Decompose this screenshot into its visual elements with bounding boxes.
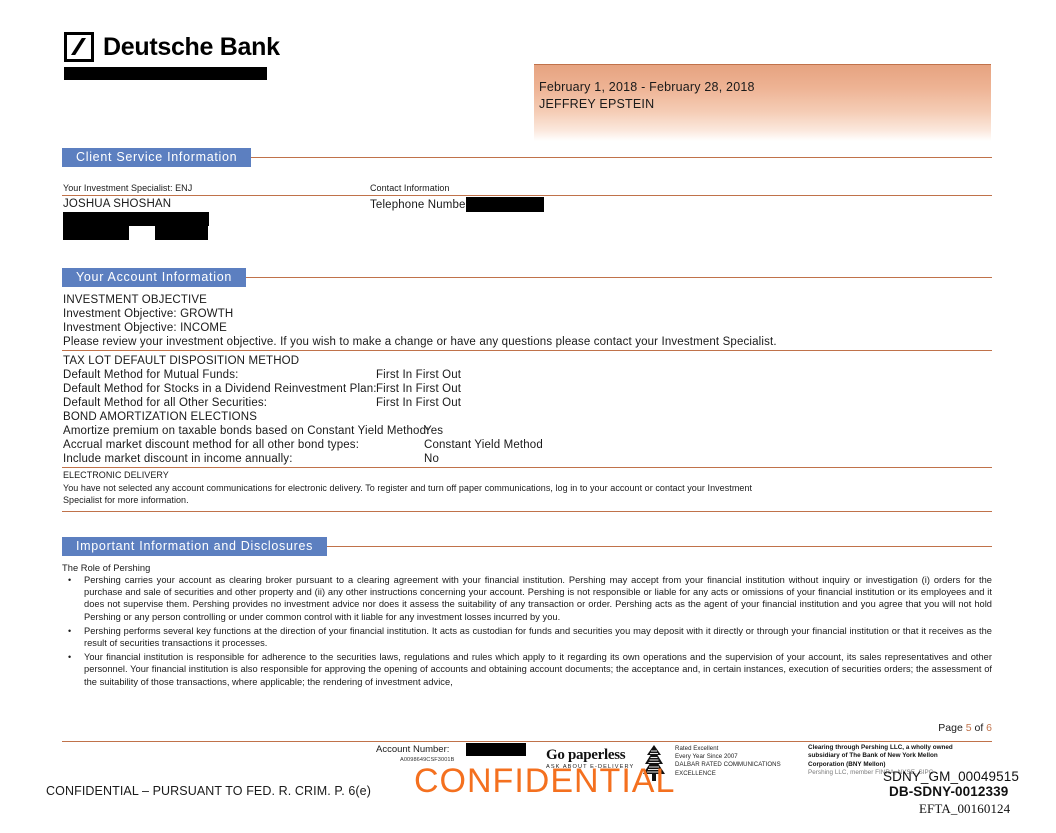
tax-lot-row-label: Default Method for Stocks in a Dividend …: [63, 383, 377, 395]
investment-objective-growth: Investment Objective: GROWTH: [63, 308, 234, 320]
pine-tree-icon: [643, 745, 665, 781]
page-number: Page 5 of 6: [938, 722, 992, 734]
page-prefix: Page: [938, 722, 966, 734]
investment-objective-income: Investment Objective: INCOME: [63, 322, 227, 334]
dalbar-line: Rated Excellent: [675, 745, 719, 752]
list-item-text: Your financial institution is responsibl…: [84, 652, 992, 687]
telephone-number-label: Telephone Number:: [370, 199, 473, 211]
disclosures-lead: The Role of Pershing: [62, 563, 151, 573]
redaction-bar-specialist-address-1: [63, 212, 209, 226]
redaction-bar-telephone: [466, 197, 544, 212]
bates-number-sdny-gm: SDNY_GM_00049515: [883, 769, 1019, 784]
deutsche-bank-slash-icon: [64, 32, 94, 62]
client-name: JEFFREY EPSTEIN: [539, 97, 655, 111]
clearing-disclosure: Clearing through Pershing LLC, a wholly …: [808, 744, 953, 778]
bates-number-efta: EFTA_00160124: [919, 801, 1011, 816]
section-rule: [251, 157, 992, 158]
footer-divider: [62, 741, 992, 742]
divider-contact: [369, 195, 992, 196]
tax-lot-row-label: Default Method for all Other Securities:: [63, 397, 268, 409]
bond-row-value: Yes: [424, 425, 444, 437]
list-item-text: Pershing carries your account as clearin…: [84, 575, 992, 622]
section-title-disclosures: Important Information and Disclosures: [62, 537, 328, 556]
divider-bond: [62, 467, 992, 468]
redaction-bar-specialist-address-2: [63, 226, 129, 240]
bond-row-label: Accrual market discount method for all o…: [63, 439, 360, 451]
disclosures-bullet-list: • Pershing carries your account as clear…: [62, 574, 992, 690]
dalbar-rating: Rated Excellent Every Year Since 2007 DALB…: [675, 745, 781, 778]
divider-electronic-delivery: [62, 511, 992, 512]
bullet-icon: •: [68, 625, 72, 636]
list-item: • Pershing performs several key function…: [62, 625, 992, 649]
go-paperless-title: Go paperless: [546, 747, 626, 763]
section-client-service-information: Client Service Information: [62, 148, 992, 167]
section-rule: [327, 546, 992, 547]
section-title-client-service: Client Service Information: [62, 148, 252, 167]
bond-row-label: Amortize premium on taxable bonds based …: [63, 425, 430, 437]
investment-objective-heading: INVESTMENT OBJECTIVE: [63, 294, 208, 306]
tax-lot-heading: TAX LOT DEFAULT DISPOSITION METHOD: [63, 355, 300, 367]
electronic-delivery-line-2: Specialist for more information.: [63, 495, 189, 505]
section-title-account-information: Your Account Information: [62, 268, 247, 287]
clearing-line-2: subsidiary of The Bank of New York Mello…: [808, 752, 938, 760]
section-important-information-disclosures: Important Information and Disclosures: [62, 537, 992, 556]
electronic-delivery-heading: ELECTRONIC DELIVERY: [63, 470, 169, 480]
section-rule: [246, 277, 992, 278]
confidential-stamp: CONFIDENTIAL: [414, 762, 676, 800]
list-item: • Your financial institution is responsi…: [62, 651, 992, 688]
page-middle: of: [971, 722, 987, 734]
contact-information-label: Contact Information: [370, 183, 450, 193]
bates-number-db-sdny: DB-SDNY-0012339: [889, 784, 1009, 799]
divider-objective: [62, 350, 992, 351]
bond-row-value: Constant Yield Method: [424, 439, 543, 451]
brand-name: Deutsche Bank: [103, 32, 280, 61]
page-current: 5: [965, 722, 972, 734]
bullet-icon: •: [68, 652, 72, 663]
list-item: • Pershing carries your account as clear…: [62, 574, 992, 623]
clearing-line-4: Pershing LLC, member FINRA, NYSE, SIPC: [808, 769, 934, 777]
bond-row-value: No: [424, 453, 440, 465]
account-form-code: A0098649CSF3001B: [400, 757, 455, 763]
redaction-bar-account-number: [466, 743, 526, 756]
fed-rule-notice: CONFIDENTIAL – PURSUANT TO FED. R. CRIM.…: [46, 784, 371, 798]
statement-period: February 1, 2018 - February 28, 2018: [539, 80, 755, 94]
clearing-line-1: Clearing through Pershing LLC, a wholly …: [808, 744, 953, 751]
dalbar-line: Every Year Since 2007: [675, 753, 738, 761]
electronic-delivery-line-1: You have not selected any account commun…: [63, 483, 753, 493]
go-paperless-promo: Go paperless ASK ABOUT E-DELIVERY: [546, 747, 635, 771]
redaction-bar-address: [64, 67, 267, 80]
redaction-bar-specialist-address-3: [155, 226, 208, 240]
bond-amortization-heading: BOND AMORTIZATION ELECTIONS: [63, 411, 258, 423]
investment-specialist-label: Your Investment Specialist: ENJ: [63, 183, 193, 193]
clearing-line-3: Corporation (BNY Mellon): [808, 760, 886, 768]
divider-specialist: [62, 195, 407, 196]
go-paperless-subtitle: ASK ABOUT E-DELIVERY: [546, 764, 635, 770]
dalbar-line: DALBAR RATED COMMUNICATIONS: [675, 761, 781, 769]
tax-lot-row-label: Default Method for Mutual Funds:: [63, 369, 239, 381]
list-item-text: Pershing performs several key functions …: [84, 625, 992, 649]
account-number-label: Account Number:: [376, 744, 450, 755]
bond-row-label: Include market discount in income annual…: [63, 453, 293, 465]
bullet-icon: •: [68, 575, 72, 585]
dalbar-line: EXCELLENCE: [675, 769, 716, 777]
deutsche-bank-logo: Deutsche Bank: [64, 32, 280, 62]
tax-lot-row-value: First In First Out: [376, 369, 462, 381]
page-total: 6: [986, 722, 992, 734]
investment-objective-note: Please review your investment objective.…: [63, 336, 777, 348]
statement-period-band: February 1, 2018 - February 28, 2018 JEF…: [534, 64, 991, 141]
tax-lot-row-value: First In First Out: [376, 383, 462, 395]
section-your-account-information: Your Account Information: [62, 268, 992, 287]
tax-lot-row-value: First In First Out: [376, 397, 462, 409]
investment-specialist-name: JOSHUA SHOSHAN: [63, 198, 172, 210]
